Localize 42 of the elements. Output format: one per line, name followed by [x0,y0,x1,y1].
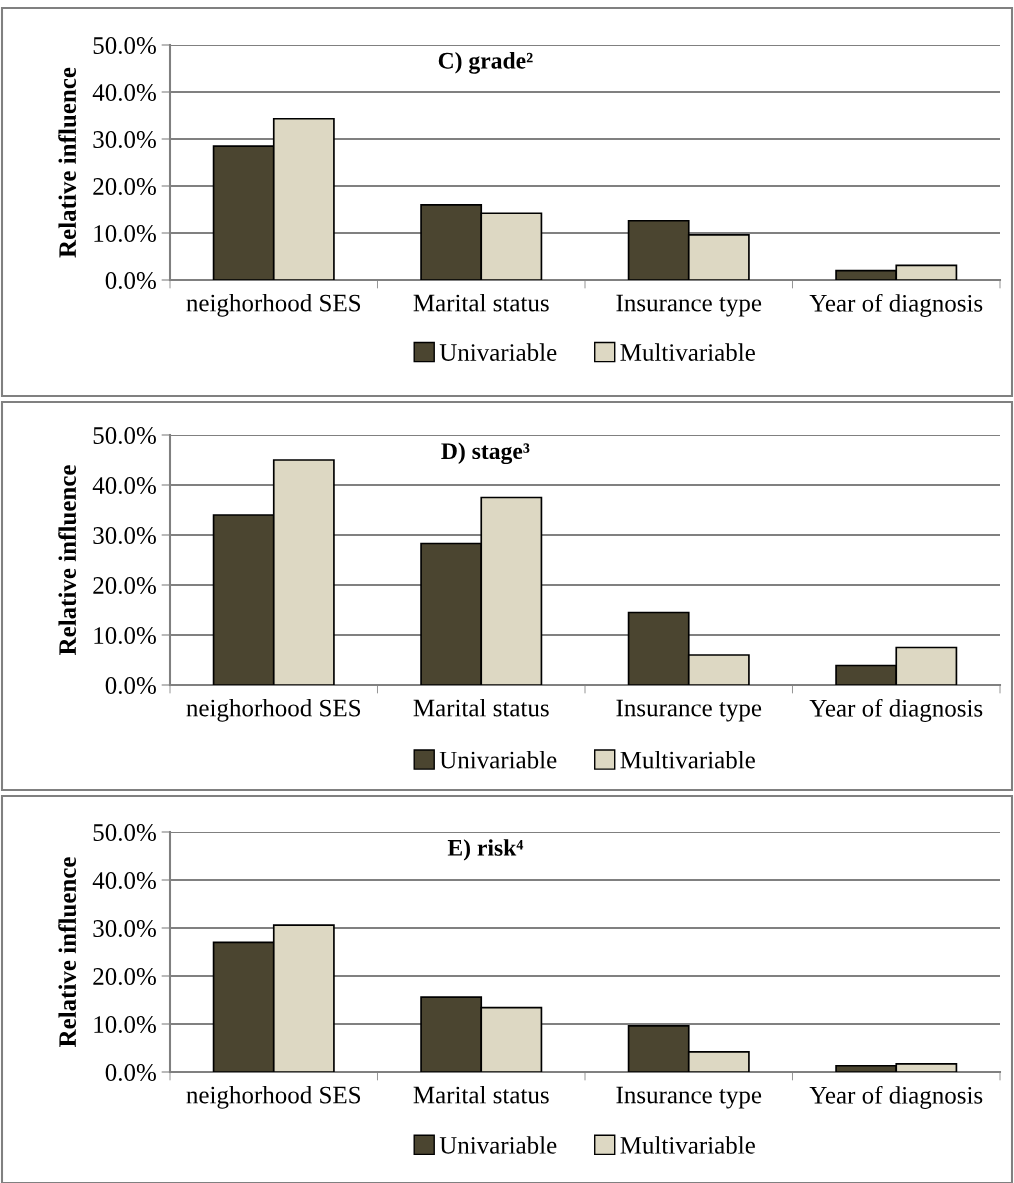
legend-label: Multivariable [620,343,755,361]
x-tick-label: neighorhood SES [186,293,361,317]
x-tick-label: Marital status [413,293,549,312]
x-tick-label: Year of diagnosis [809,293,983,317]
x-tick-label: Marital status [413,1085,549,1104]
y-tick-label: 40.0% [92,872,156,890]
legend-label: Univariable [439,1136,557,1154]
x-tick-label: Insurance type [616,699,762,722]
x-tick-label: Year of diagnosis [809,698,983,722]
y-tick-label: 50.0% [93,427,156,445]
y-tick-label: 20.0% [93,178,156,196]
x-tick-label: neighorhood SES [186,698,361,722]
legend-label: Univariable [439,343,557,361]
x-tick-label: Insurance type [616,294,762,317]
y-tick-label: 40.0% [92,477,156,495]
y-tick-label: 0.0% [105,272,156,290]
y-axis-title: Relative influence [58,67,77,258]
y-tick-label: 20.0% [93,577,156,595]
chart-title: D) stage³ [441,442,530,465]
chart-title: C) grade² [438,52,533,74]
y-tick-label: 0.0% [105,1064,156,1082]
y-tick-label: 30.0% [93,920,156,938]
legend-label: Multivariable [620,1136,755,1154]
x-tick-label: neighorhood SES [186,1085,361,1109]
y-tick-label: 0.0% [105,677,156,695]
x-tick-label: Marital status [413,698,549,717]
legend-label: Multivariable [620,750,755,769]
y-tick-label: 40.0% [92,84,156,102]
y-tick-label: 20.0% [93,968,156,986]
x-tick-label: Year of diagnosis [809,1085,983,1109]
y-tick-label: 10.0% [94,627,156,645]
y-tick-label: 10.0% [94,225,156,243]
chart-title: E) risk⁴ [447,839,524,861]
x-tick-label: Insurance type [616,1086,762,1109]
y-axis-title: Relative influence [58,857,77,1048]
y-axis-title: Relative influence [58,465,77,656]
y-tick-label: 10.0% [94,1016,156,1034]
y-tick-label: 50.0% [93,824,156,842]
y-tick-label: 30.0% [93,527,156,545]
y-tick-label: 50.0% [93,37,156,55]
legend-label: Univariable [439,750,557,769]
y-tick-label: 30.0% [93,131,156,149]
